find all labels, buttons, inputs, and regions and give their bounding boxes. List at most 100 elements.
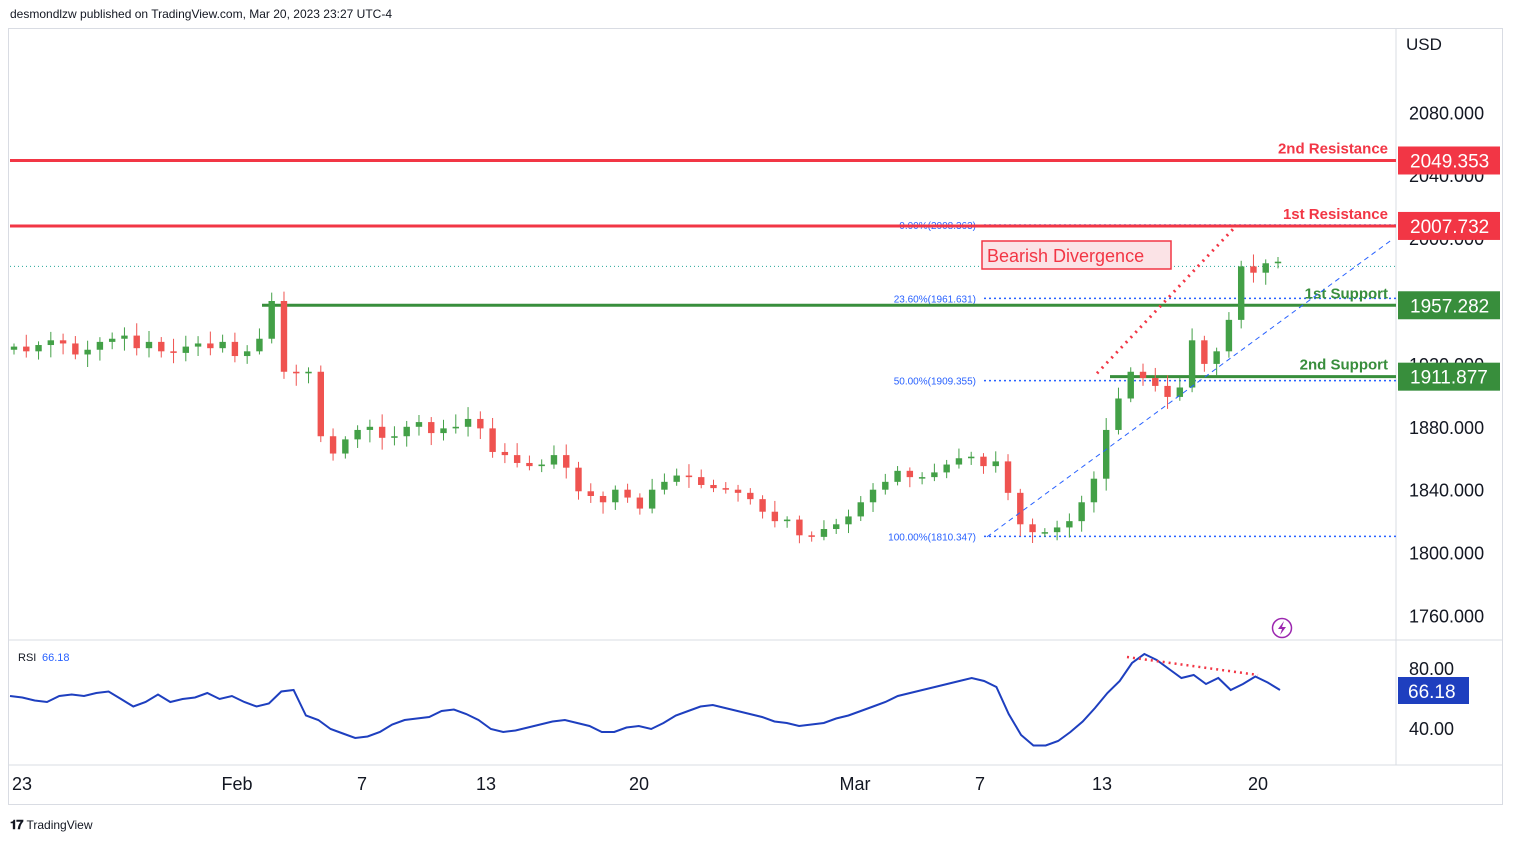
rsi-tick-label: 40.00	[1409, 719, 1454, 739]
candle-body	[72, 343, 79, 355]
candle-body	[526, 462, 533, 467]
candle-body	[599, 495, 607, 503]
candle-body	[452, 426, 459, 429]
rsi-value: 66.18	[42, 652, 70, 664]
candle-body	[256, 338, 263, 352]
candle-body	[783, 519, 791, 522]
candle-body	[1053, 527, 1061, 533]
tradingview-footer[interactable]: 𝟏𝟕 TradingView	[10, 817, 93, 833]
price-tick-label: 1880.000	[1409, 418, 1484, 438]
candle-body	[722, 488, 729, 490]
candle-body	[47, 340, 55, 346]
candle-body	[1164, 385, 1171, 397]
lightning-icon[interactable]	[1271, 617, 1293, 639]
candle-body	[661, 481, 668, 490]
candle-body	[734, 489, 742, 493]
candle-body	[329, 436, 337, 454]
price-tick-label: 1800.000	[1409, 544, 1484, 564]
level-price-tag	[1398, 146, 1500, 175]
candle-body	[955, 458, 963, 465]
candle-body	[1017, 492, 1024, 525]
candle-body	[133, 335, 140, 349]
candle-body	[231, 341, 239, 357]
candle-body	[108, 338, 116, 342]
bearish-divergence-annotation[interactable]: Bearish Divergence	[981, 240, 1172, 270]
candle-body	[747, 492, 754, 500]
candle-body	[501, 451, 509, 456]
candle-body	[1225, 319, 1233, 352]
candle-body	[575, 467, 582, 492]
candle-body	[906, 470, 914, 478]
candle-body	[59, 340, 67, 344]
time-tick-label: 7	[975, 774, 985, 794]
candle-body	[1262, 263, 1269, 273]
tradingview-brand: TradingView	[26, 818, 93, 832]
rsi-divergence-line	[1126, 655, 1259, 677]
rsi-line	[9, 652, 1281, 747]
candle-body	[612, 489, 619, 503]
price-tick-label: 2080.000	[1409, 103, 1484, 123]
level-price-label: 1957.282	[1410, 296, 1489, 317]
time-tick-label: 13	[1092, 774, 1112, 794]
candle-body	[808, 535, 815, 537]
time-tick-label: 20	[629, 774, 649, 794]
level-price-tag	[1398, 211, 1500, 240]
candle-body	[1250, 266, 1257, 273]
candle-body	[1102, 429, 1110, 479]
candle-body	[1237, 266, 1245, 320]
bearish-divergence-label: Bearish Divergence	[987, 246, 1144, 266]
publisher-line: desmondlzw published on TradingView.com,…	[10, 7, 392, 21]
candle-body	[1139, 371, 1147, 379]
rsi-axis: 80.00 40.00	[1409, 659, 1454, 739]
fib-level-label: 50.00%(1909.355)	[894, 377, 976, 388]
candle-body	[673, 475, 680, 482]
candle-body	[293, 371, 300, 374]
candle-body	[378, 426, 386, 438]
price-tick-label: 1840.000	[1409, 481, 1484, 501]
candle-body	[796, 519, 803, 536]
chart-frame	[8, 28, 1503, 805]
candle-body	[980, 456, 987, 467]
candle-body	[550, 455, 558, 465]
candle-body	[918, 477, 926, 479]
candle-body	[440, 428, 447, 434]
candle-body	[268, 301, 275, 339]
level-name: 1st Support	[1305, 285, 1388, 302]
candle-body	[759, 499, 766, 512]
time-tick-label: Feb	[221, 774, 252, 794]
candle-body	[464, 418, 472, 427]
candle-body	[280, 301, 288, 372]
candle-body	[1066, 521, 1073, 528]
tradingview-logo-icon: 𝟏𝟕	[10, 817, 24, 832]
time-tick-label: 7	[357, 774, 367, 794]
candle-body	[1115, 398, 1122, 430]
candle-body	[1029, 524, 1036, 533]
rsi-title: RSI	[18, 652, 36, 664]
trend-lines	[986, 226, 1393, 538]
candle-body	[170, 351, 177, 353]
candle-body	[845, 516, 852, 525]
candle-body	[857, 502, 864, 517]
candle-body	[207, 343, 214, 349]
candle-body	[1152, 378, 1159, 386]
candle-body	[869, 489, 877, 503]
candle-body	[1213, 351, 1220, 364]
candle-body	[513, 455, 521, 463]
candle-body	[943, 464, 950, 473]
candle-body	[489, 428, 496, 452]
level-price-tag	[1398, 291, 1500, 320]
candle-body	[158, 341, 165, 352]
candle-body	[1127, 371, 1134, 399]
level-name: 2nd Resistance	[1278, 140, 1388, 157]
candle-body	[648, 489, 656, 509]
time-tick-label: 13	[476, 774, 496, 794]
level-price-label: 2007.732	[1410, 217, 1489, 238]
candle-body	[342, 439, 349, 454]
candle-body	[428, 422, 435, 434]
candle-body	[35, 345, 42, 352]
level-price-tag	[1398, 362, 1500, 391]
candle-body	[820, 529, 828, 537]
candle-body	[1274, 261, 1282, 264]
time-tick-label: 23	[12, 774, 32, 794]
